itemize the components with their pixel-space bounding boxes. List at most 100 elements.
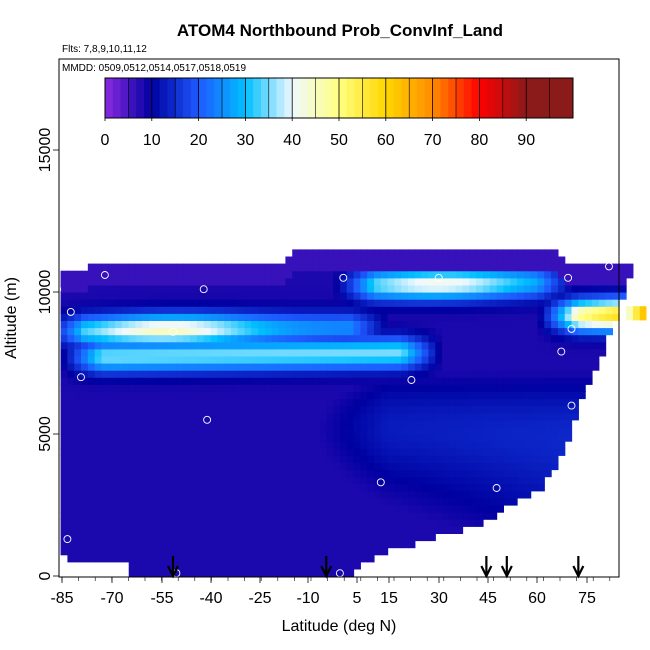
heat-cell: [121, 476, 130, 485]
heat-cell: [203, 363, 212, 371]
heat-cell: [94, 540, 103, 549]
heat-cell: [203, 370, 212, 378]
heat-cell: [224, 512, 232, 520]
heat-cell: [326, 391, 334, 400]
heat-cell: [571, 320, 579, 329]
heat-cell: [67, 355, 75, 364]
heat-cell: [401, 292, 409, 300]
heat-cell: [435, 384, 443, 392]
heat-cell: [237, 370, 246, 378]
heat-cell: [271, 419, 280, 428]
heat-cell: [292, 277, 300, 286]
heat-cell: [60, 355, 68, 364]
heat-cell: [264, 540, 273, 549]
heat-cell: [121, 526, 130, 534]
heat-cell: [60, 469, 68, 478]
heat-cell: [346, 540, 355, 549]
heat-cell: [264, 270, 273, 279]
colorbar-swatch: [339, 78, 348, 118]
heat-cell: [571, 377, 579, 385]
heat-cell: [67, 313, 75, 321]
heat-cell: [203, 377, 212, 385]
heat-cell: [278, 554, 286, 563]
heat-cell: [428, 270, 436, 279]
heat-cell: [489, 256, 498, 265]
heat-cell: [442, 334, 450, 343]
heat-cell: [176, 540, 184, 549]
heat-cell: [183, 441, 191, 449]
heat-cell: [319, 448, 327, 456]
heat-cell: [176, 284, 184, 293]
heat-cell: [149, 434, 157, 442]
heat-cell: [557, 270, 566, 279]
heat-cell: [578, 363, 586, 371]
heat-cell: [264, 568, 273, 577]
heat-cell: [60, 519, 68, 527]
heat-cell: [476, 363, 484, 371]
heat-cell: [414, 284, 423, 293]
heat-cell: [87, 334, 96, 343]
heat-cell: [196, 348, 205, 357]
heat-cell: [401, 497, 409, 506]
heat-cell: [217, 476, 225, 485]
heat-cell: [333, 561, 341, 570]
heat-cell: [142, 313, 150, 321]
heat-cell: [476, 270, 484, 279]
colorbar-swatch: [378, 78, 387, 118]
heat-cell: [278, 426, 286, 435]
heat-cell: [408, 476, 416, 485]
heat-cell: [414, 476, 423, 485]
heat-cell: [333, 348, 341, 357]
heat-cell: [401, 398, 409, 407]
heat-cell: [244, 469, 252, 478]
heat-cell: [353, 434, 361, 442]
heat-cell: [142, 277, 150, 286]
heat-cell: [564, 334, 573, 343]
heat-cell: [162, 313, 171, 321]
heat-cell: [428, 526, 436, 534]
heat-cell: [503, 284, 511, 293]
heat-cell: [230, 412, 239, 421]
heat-cell: [523, 270, 532, 279]
heat-cell: [476, 462, 484, 471]
heat-cell: [510, 448, 518, 456]
heat-cell: [149, 384, 157, 392]
heat-cell: [312, 284, 321, 293]
heat-cell: [428, 512, 436, 520]
heat-cell: [333, 419, 341, 428]
heat-cell: [251, 412, 259, 421]
heat-cell: [305, 313, 314, 321]
heat-cell: [326, 426, 334, 435]
heat-cell: [312, 299, 321, 307]
heat-cell: [60, 497, 68, 506]
heat-cell: [87, 554, 96, 563]
heat-cell: [101, 448, 109, 456]
heat-cell: [585, 313, 593, 321]
heat-cell: [401, 256, 409, 265]
heat-cell: [585, 370, 593, 378]
heat-cell: [162, 327, 171, 336]
heat-cell: [244, 568, 252, 577]
heat-cell: [285, 505, 293, 513]
heat-cell: [285, 405, 293, 414]
heat-cell: [414, 391, 423, 400]
heat-cell: [142, 355, 150, 364]
heat-cell: [305, 412, 314, 421]
heat-cell: [108, 377, 116, 385]
heat-cell: [210, 270, 218, 279]
heat-cell: [237, 292, 246, 300]
heat-cell: [190, 561, 198, 570]
heat-cell: [455, 384, 464, 392]
heat-cell: [496, 313, 504, 321]
heat-cell: [108, 455, 116, 463]
heat-cell: [67, 377, 75, 385]
heat-cell: [60, 434, 68, 442]
heat-cell: [81, 540, 89, 549]
heat-cell: [380, 547, 389, 556]
heat-cell: [149, 299, 157, 307]
heat-cell: [435, 419, 443, 428]
heat-cell: [510, 490, 518, 499]
heat-cell: [244, 398, 252, 407]
heat-cell: [121, 270, 130, 279]
heat-cell: [353, 426, 361, 435]
